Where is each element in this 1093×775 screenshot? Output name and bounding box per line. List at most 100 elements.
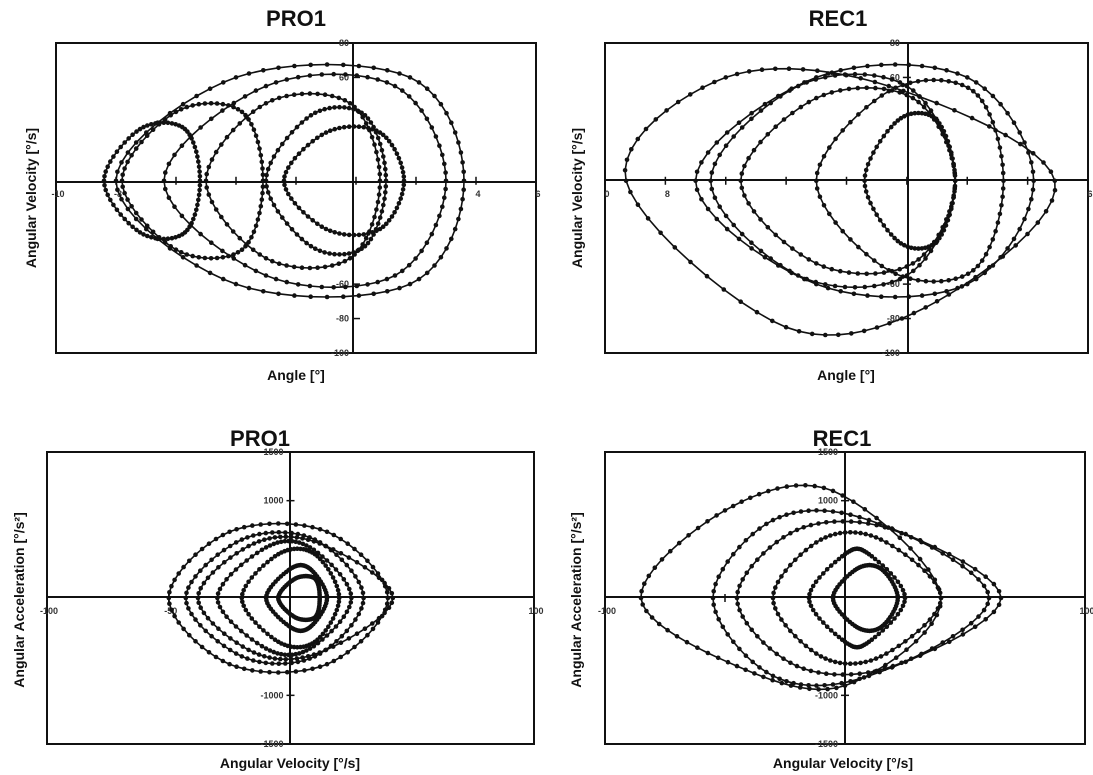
- data-point: [342, 98, 348, 103]
- data-point: [389, 600, 395, 605]
- data-point: [194, 207, 199, 213]
- data-point: [816, 670, 821, 675]
- data-point: [871, 206, 876, 212]
- data-point: [832, 519, 837, 524]
- data-point: [341, 62, 346, 68]
- data-point: [947, 639, 952, 645]
- data-point: [406, 94, 412, 99]
- data-point: [714, 140, 720, 145]
- data-point: [300, 655, 305, 660]
- data-point: [731, 639, 736, 645]
- data-point: [270, 98, 275, 103]
- data-point: [179, 213, 185, 219]
- data-point: [943, 133, 949, 139]
- data-point: [947, 551, 952, 557]
- data-point: [282, 174, 287, 179]
- y-tick-label: 60: [339, 72, 349, 82]
- data-point: [304, 648, 309, 653]
- data-point: [257, 624, 262, 629]
- data-point: [342, 258, 348, 264]
- data-point: [861, 328, 867, 334]
- data-point: [239, 595, 245, 601]
- data-point: [975, 263, 981, 269]
- data-point: [890, 527, 896, 533]
- data-point: [807, 686, 812, 692]
- data-point: [283, 534, 289, 539]
- data-point: [908, 245, 914, 251]
- data-point: [787, 88, 792, 93]
- data-point: [929, 621, 934, 627]
- data-point: [705, 206, 711, 212]
- data-point: [912, 110, 918, 116]
- data-point: [206, 192, 212, 197]
- data-point: [711, 589, 716, 594]
- x-ticks: 0 8 6: [604, 176, 1093, 199]
- data-point: [814, 651, 819, 656]
- data-point: [783, 324, 789, 330]
- data-point: [757, 526, 762, 531]
- data-point: [345, 650, 351, 655]
- data-point: [895, 238, 901, 244]
- data-point: [862, 284, 868, 290]
- data-point: [923, 78, 929, 83]
- data-point: [1029, 160, 1034, 165]
- data-point: [186, 606, 191, 611]
- data-point: [735, 589, 740, 595]
- data-point: [111, 154, 116, 159]
- data-point: [101, 178, 107, 184]
- data-point: [377, 171, 383, 177]
- data-point: [119, 178, 125, 184]
- data-point: [916, 257, 921, 262]
- data-point: [205, 615, 211, 621]
- data-point: [392, 146, 397, 152]
- data-point: [257, 531, 262, 537]
- data-point: [359, 246, 364, 251]
- data-point: [744, 570, 750, 576]
- data-point: [141, 124, 146, 130]
- data-point: [253, 571, 258, 576]
- data-point: [115, 169, 120, 175]
- data-point: [192, 144, 198, 150]
- data-point: [323, 130, 329, 135]
- data-point: [794, 527, 800, 533]
- data-point: [246, 579, 251, 585]
- data-point: [263, 530, 269, 536]
- data-point: [960, 632, 966, 637]
- data-point: [1026, 150, 1031, 155]
- data-point: [812, 483, 817, 489]
- data-point: [853, 661, 858, 666]
- data-point: [204, 185, 209, 190]
- y-tick-label: 80: [890, 38, 900, 48]
- data-point: [909, 557, 915, 563]
- data-point: [255, 139, 261, 145]
- data-point: [884, 651, 889, 656]
- data-point: [297, 540, 302, 545]
- data-point: [801, 666, 806, 671]
- data-point: [261, 628, 266, 633]
- data-point: [284, 279, 290, 285]
- data-point: [951, 195, 956, 200]
- data-point: [731, 134, 736, 139]
- data-point: [205, 575, 211, 581]
- data-point: [869, 554, 875, 559]
- data-point: [895, 579, 901, 585]
- y-tick-label: -100: [331, 348, 349, 358]
- data-point: [915, 278, 921, 283]
- data-point: [857, 520, 862, 525]
- data-point: [808, 522, 814, 528]
- data-point: [804, 276, 809, 282]
- y-tick-label: -100: [882, 348, 900, 358]
- data-point: [923, 100, 928, 106]
- data-point: [300, 649, 306, 655]
- data-point: [834, 685, 839, 691]
- data-point: [813, 77, 819, 82]
- data-point: [881, 86, 887, 92]
- data-point: [995, 136, 1001, 142]
- data-point: [374, 228, 379, 234]
- data-point: [864, 251, 869, 257]
- data-point: [908, 546, 913, 551]
- data-point: [830, 488, 836, 494]
- data-point: [161, 178, 167, 184]
- data-point: [193, 574, 198, 579]
- y-axis-label: Angular Acceleration [°/s²]: [568, 512, 584, 687]
